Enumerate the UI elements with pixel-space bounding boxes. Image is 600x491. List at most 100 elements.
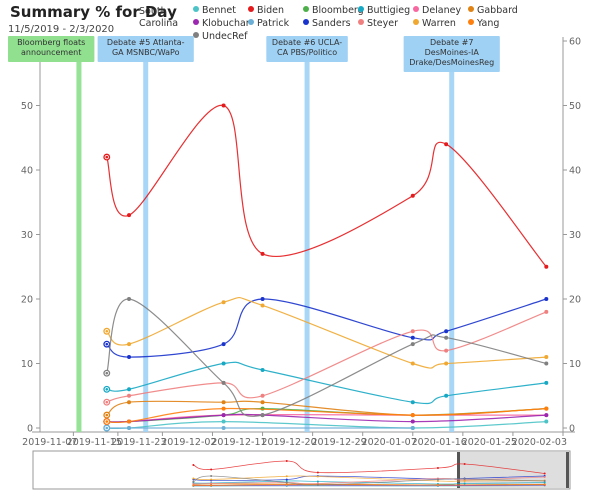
legend-label: Delaney [422, 5, 462, 16]
navigator-series-yang [193, 484, 545, 486]
data-point-sanders [105, 342, 109, 346]
data-point-undecref [444, 335, 449, 340]
event-label-box [266, 36, 348, 62]
data-point-warren [260, 303, 265, 308]
navigator-point [285, 478, 288, 481]
legend-label: Biden [257, 5, 285, 16]
navigator-point [285, 480, 288, 482]
legend-label: UndecRef [202, 31, 248, 42]
legend-label: Bennet [202, 5, 236, 16]
series-line-sanders [106, 298, 547, 358]
legend-item-buttigieg[interactable]: Buttigieg [358, 5, 410, 17]
legend-item-bennet[interactable]: Bennet [193, 5, 236, 17]
data-point-yang [544, 406, 549, 411]
data-point-buttigieg [544, 380, 549, 385]
navigator-point [463, 480, 466, 482]
navigator-selection [460, 452, 566, 488]
navigator-point [210, 484, 213, 487]
data-point-steyer [127, 393, 132, 398]
legend-item-klobuchar[interactable]: Klobuchar [193, 18, 250, 30]
date-range: 11/5/2019 - 2/3/2020 [8, 24, 115, 35]
range-navigator [32, 450, 571, 490]
data-point-steyer [260, 393, 265, 398]
event-label: Debate #6 UCLA- [272, 38, 342, 47]
navigator-point [463, 482, 466, 485]
legend-item-gabbard[interactable]: Gabbard [468, 5, 518, 17]
x-tick-label: 2019-11-23 [111, 437, 166, 448]
navigator-point [436, 480, 439, 482]
event-label: Drake/DesMoinesReg [409, 58, 494, 67]
event-line [76, 37, 82, 432]
legend-item-steyer[interactable]: Steyer [358, 18, 398, 30]
data-point-warren [105, 329, 109, 333]
x-tick-label: 2019-12-02 [161, 437, 216, 448]
data-point-patrick [105, 426, 109, 430]
axes: 0102030405001020304050602019-11-072019-1… [21, 37, 581, 449]
x-tick-label: 2019-12-11 [211, 437, 266, 448]
navigator-point [210, 482, 213, 485]
navigator-point [436, 467, 439, 469]
data-point-undecref [410, 342, 415, 347]
navigator-point [543, 481, 546, 484]
legend-label: Gabbard [477, 5, 518, 16]
data-point-buttigieg [221, 361, 226, 366]
data-point-yang [410, 413, 415, 418]
data-point-buttigieg [105, 388, 109, 391]
series-line-yang [106, 407, 547, 424]
data-point-buttigieg [260, 367, 265, 372]
data-point-warren [444, 361, 449, 366]
legend-swatch [358, 19, 364, 25]
navigator-point [543, 472, 546, 475]
data-point-yang [105, 420, 109, 423]
data-point-undecref [260, 413, 265, 418]
y-tick-label-left: 50 [21, 101, 33, 112]
legend-swatch [248, 19, 254, 25]
legend-item-yang[interactable]: Yang [468, 18, 499, 30]
data-point-steyer [105, 400, 109, 404]
x-tick-label: 2019-12-20 [261, 437, 316, 448]
x-tick-label: 2020-02-03 [512, 437, 567, 448]
legend-item-warren[interactable]: Warren [413, 18, 456, 30]
legend-swatch [413, 19, 419, 25]
legend-swatch [248, 6, 254, 12]
legend-item-delaney[interactable]: Delaney [413, 5, 461, 17]
data-point-gabbard [260, 400, 265, 405]
data-point-bennet [221, 419, 226, 424]
data-point-sanders [127, 355, 132, 360]
data-point-buttigieg [444, 393, 449, 398]
event-line [143, 37, 149, 432]
navigator-point [463, 478, 466, 480]
data-point-undecref [105, 371, 109, 375]
x-tick-label: 2020-01-25 [462, 437, 517, 448]
legend-label: Warren [422, 18, 456, 29]
data-point-buttigieg [127, 387, 132, 392]
event-label: GA MSNBC/WaPo [112, 48, 180, 57]
legend-item-biden[interactable]: Biden [248, 5, 284, 17]
data-point-yang [221, 406, 226, 411]
y-tick-label-left: 0 [27, 424, 33, 435]
data-point-sanders [444, 329, 449, 334]
legend-item-undecref[interactable]: UndecRef [193, 31, 247, 43]
x-tick-label: 2019-11-15 [67, 437, 122, 448]
series-lines [103, 103, 549, 432]
event-label: Debate #7 [430, 38, 473, 47]
legend-item-bloomberg[interactable]: Bloomberg [303, 5, 364, 17]
region-label[interactable]: South Carolina [139, 6, 179, 29]
legend-swatch [468, 6, 474, 12]
legend-label: Klobuchar [202, 18, 250, 29]
data-point-undecref [127, 297, 132, 301]
data-point-biden [544, 264, 549, 269]
y-tick-label-left: 40 [21, 166, 33, 177]
data-point-yang [127, 419, 132, 424]
legend-item-patrick[interactable]: Patrick [248, 18, 289, 30]
data-point-klobuchar [221, 413, 226, 418]
legend-swatch [303, 19, 309, 25]
legend-item-sanders[interactable]: Sanders [303, 18, 351, 30]
y-tick-label-left: 10 [21, 359, 33, 370]
series-line-warren [106, 296, 547, 369]
x-tick-label: 2019-12-29 [311, 437, 366, 448]
event-label-box [97, 36, 194, 62]
data-point-gabbard [105, 413, 109, 417]
legend-swatch [303, 6, 309, 12]
